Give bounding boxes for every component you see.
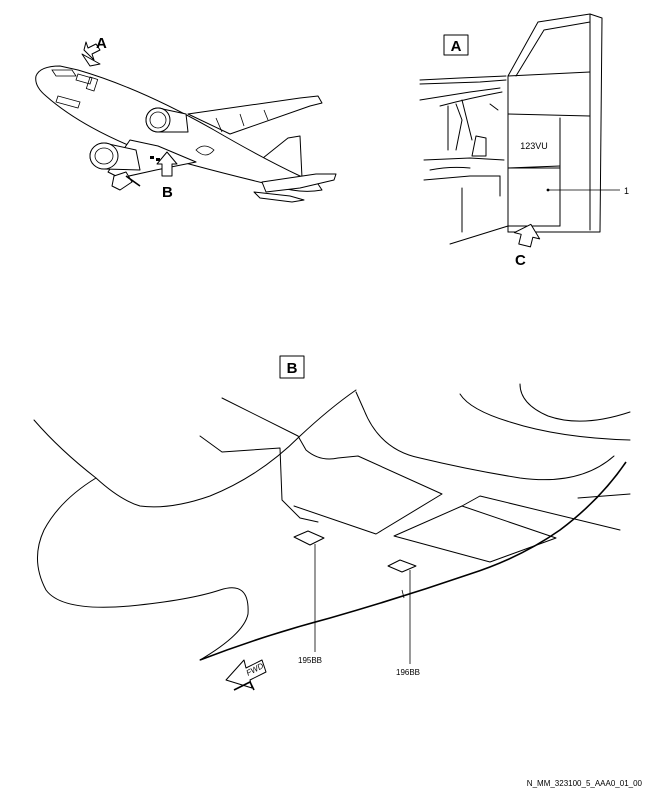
far-wing bbox=[187, 95, 323, 135]
view-b-box bbox=[279, 355, 305, 379]
view-a-label: A bbox=[451, 38, 462, 55]
item-1-label: 1 bbox=[624, 186, 629, 196]
antenna-196bb bbox=[387, 559, 417, 573]
figure-reference: N_MM_323100_5_AAA0_01_00 bbox=[527, 779, 643, 788]
aircraft-overview bbox=[35, 65, 337, 203]
horizontal-stabilizer bbox=[261, 173, 337, 193]
panel-1 bbox=[507, 167, 561, 227]
panel-123vu-label: 123VU bbox=[520, 141, 548, 151]
arrow-a-label: A bbox=[96, 35, 107, 52]
arrow-b-indicator bbox=[156, 151, 178, 177]
view-b-label: B bbox=[287, 360, 298, 377]
view-a-box bbox=[443, 34, 469, 56]
arrow-b-label: B bbox=[162, 184, 173, 201]
fwd-arrow: FWD bbox=[225, 659, 267, 691]
arrow-c-indicator bbox=[513, 223, 541, 248]
cockpit-view-a bbox=[419, 13, 620, 245]
arrow-c-label: C bbox=[515, 252, 526, 269]
fuselage-underside-view-b bbox=[33, 383, 631, 664]
antenna-195bb-label: 195BB bbox=[298, 656, 322, 665]
antenna-195bb bbox=[293, 530, 325, 546]
antenna-196bb-label: 196BB bbox=[396, 668, 420, 677]
arrow-a-indicator bbox=[81, 41, 101, 67]
